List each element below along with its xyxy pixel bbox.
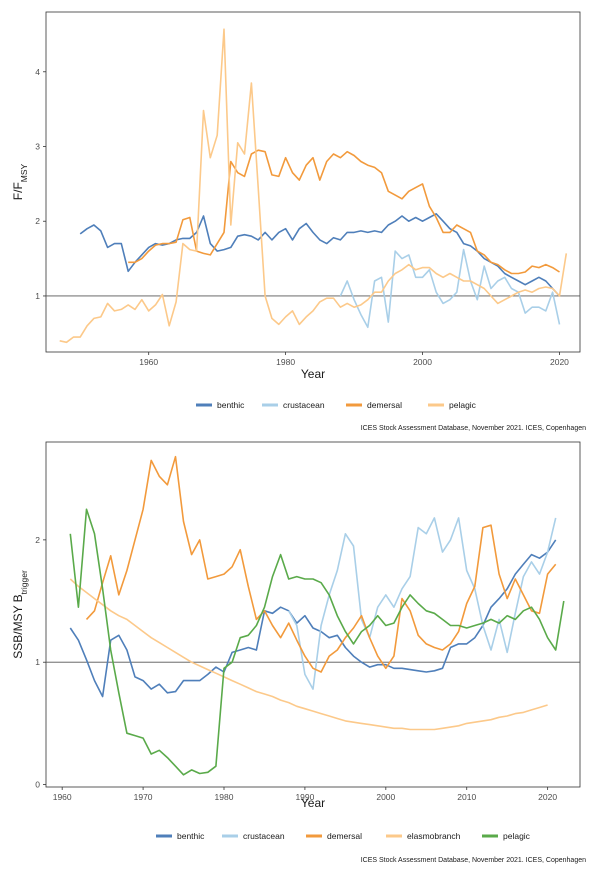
series-line-elasmobranch xyxy=(69,578,548,731)
series-line-demersal xyxy=(128,149,560,275)
y-tick-label: 4 xyxy=(35,67,40,77)
y-tick-label: 0 xyxy=(35,780,40,790)
source-caption: ICES Stock Assessment Database, November… xyxy=(361,857,586,864)
legend-label-crustacean: crustacean xyxy=(243,831,285,841)
plot-panel xyxy=(45,11,581,353)
legend: benthic crustacean demersal elasmobranch pel… xyxy=(156,831,531,841)
series-line-pelagic xyxy=(69,508,565,776)
chart-1: 1960 1980 2000 2020 1 2 3 4 Year F/FMSY benthic cru… xyxy=(11,11,586,432)
series-line-pelagic xyxy=(59,28,568,344)
y-tick-label: 1 xyxy=(35,291,40,301)
legend: benthic crustacean demersal pelagic xyxy=(196,400,477,410)
legend-label-benthic: benthic xyxy=(177,831,205,841)
y-tick-label: 2 xyxy=(35,535,40,545)
x-tick-label: 2020 xyxy=(538,792,557,802)
x-tick-label: 1960 xyxy=(53,792,72,802)
x-tick-label: 2020 xyxy=(550,357,569,367)
legend-label-crustacean: crustacean xyxy=(283,400,325,410)
x-tick-label: 1980 xyxy=(215,792,234,802)
series-line-benthic xyxy=(69,539,557,698)
chart-2: 1960 1970 1980 1990 2000 2010 2020 0 1 2 Year SSB/M… xyxy=(11,441,586,864)
legend-label-pelagic: pelagic xyxy=(449,400,477,410)
y-tick-label: 3 xyxy=(35,142,40,152)
x-tick-label: 1980 xyxy=(276,357,295,367)
x-tick-label: 2010 xyxy=(457,792,476,802)
source-caption: ICES Stock Assessment Database, November… xyxy=(361,425,586,432)
y-tick-label: 1 xyxy=(35,657,40,667)
y-axis-title: SSB/MSY Btrigger xyxy=(11,570,29,659)
x-tick-label: 2000 xyxy=(376,792,395,802)
x-tick-label: 1970 xyxy=(134,792,153,802)
legend-label-demersal: demersal xyxy=(367,400,402,410)
y-tick-label: 2 xyxy=(35,216,40,226)
legend-label-elasmobranch: elasmobranch xyxy=(407,831,461,841)
series-line-crustacean xyxy=(339,248,561,329)
x-tick-label: 1990 xyxy=(295,792,314,802)
series-line-benthic xyxy=(79,213,561,297)
legend-label-benthic: benthic xyxy=(217,400,245,410)
plot-panel xyxy=(45,441,581,788)
legend-label-demersal: demersal xyxy=(327,831,362,841)
x-axis-title: Year xyxy=(301,796,325,810)
series-line-crustacean xyxy=(287,517,557,690)
x-tick-label: 2000 xyxy=(413,357,432,367)
y-axis-title: F/FMSY xyxy=(11,163,29,200)
series-line-demersal xyxy=(85,455,557,673)
x-tick-label: 1960 xyxy=(139,357,158,367)
x-axis-title: Year xyxy=(301,367,325,381)
legend-label-pelagic: pelagic xyxy=(503,831,531,841)
